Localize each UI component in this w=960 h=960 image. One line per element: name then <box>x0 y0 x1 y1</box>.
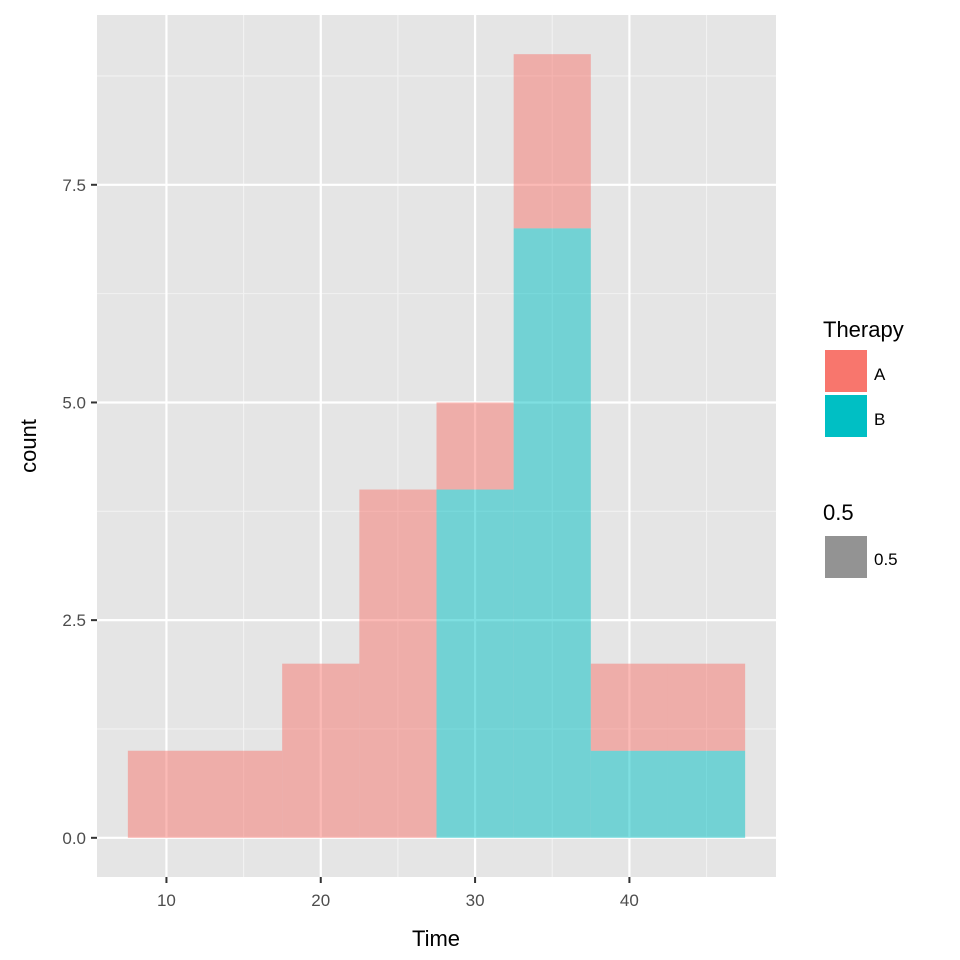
y-tick-label: 2.5 <box>62 611 86 630</box>
y-tick-label: 7.5 <box>62 176 86 195</box>
bar-a-bin-3 <box>359 489 437 838</box>
bar-a-bin-4 <box>436 402 514 490</box>
legend-key-b <box>825 395 867 437</box>
x-tick-label: 30 <box>466 891 485 910</box>
legend-key-a <box>825 350 867 392</box>
x-axis: 10 20 30 40 <box>157 877 639 910</box>
legend-key-alpha <box>825 536 867 578</box>
bars <box>127 54 746 838</box>
y-axis: 0.0 2.5 5.0 7.5 <box>62 176 97 848</box>
x-tick-label: 40 <box>620 891 639 910</box>
bar-a-bin-6 <box>590 663 668 751</box>
legend: Therapy A B 0.5 0.5 <box>823 317 904 578</box>
bar-b-bin-5 <box>513 228 591 838</box>
bar-b-bin-7 <box>667 750 746 838</box>
legend-label-alpha: 0.5 <box>874 550 898 569</box>
legend-label-b: B <box>874 410 885 429</box>
x-tick-label: 20 <box>311 891 330 910</box>
y-tick-label: 0.0 <box>62 829 86 848</box>
bar-b-bin-6 <box>590 750 668 838</box>
y-axis-title: count <box>16 419 41 473</box>
legend-label-a: A <box>874 365 886 384</box>
y-tick-label: 5.0 <box>62 393 86 412</box>
x-tick-label: 10 <box>157 891 176 910</box>
legend-title-therapy: Therapy <box>823 317 904 342</box>
bar-a-bin-5 <box>513 54 591 229</box>
bar-b-bin-4 <box>436 489 514 838</box>
legend-title-alpha: 0.5 <box>823 500 854 525</box>
x-axis-title: Time <box>412 926 460 951</box>
bar-a-bin-1 <box>205 750 283 838</box>
bar-a-bin-2 <box>282 663 360 838</box>
bar-a-bin-7 <box>667 663 746 751</box>
bar-a-bin-0 <box>127 750 206 838</box>
